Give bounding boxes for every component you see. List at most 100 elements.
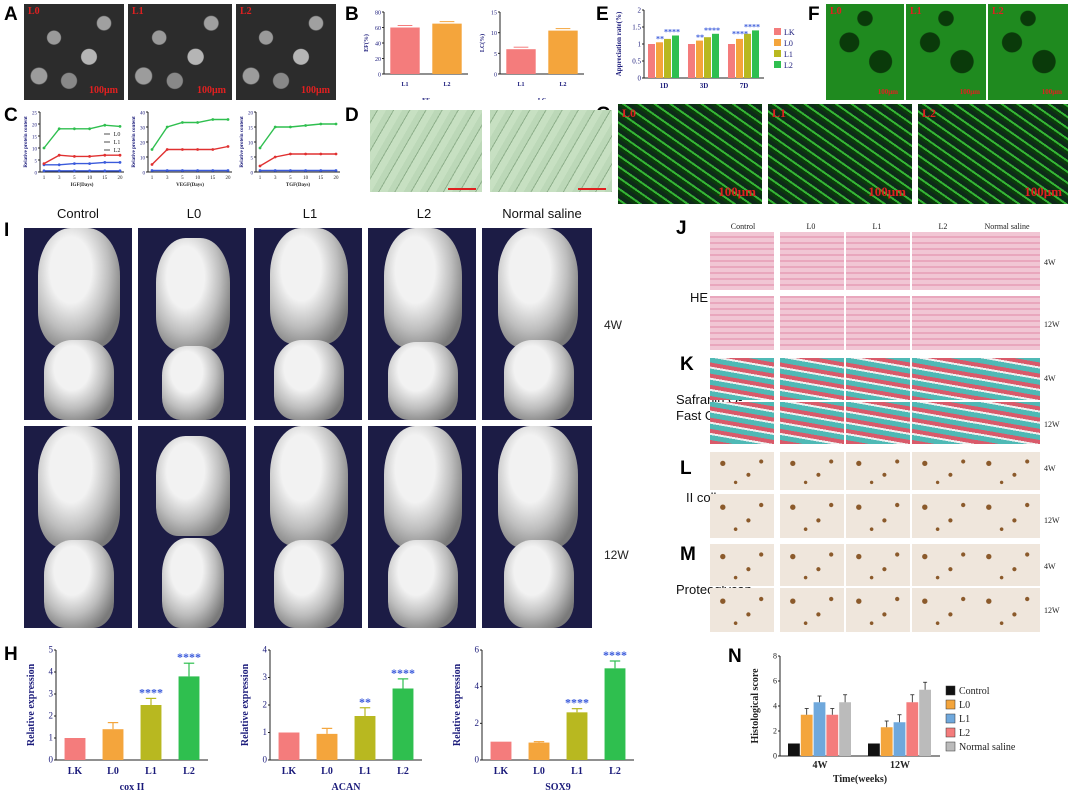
histology-tile xyxy=(976,452,1040,490)
legend-label: L1 xyxy=(784,50,793,59)
data-point xyxy=(150,169,154,172)
data-point xyxy=(103,153,107,157)
data-point xyxy=(304,124,307,127)
data-point xyxy=(319,169,323,172)
histology-tile xyxy=(846,544,910,586)
category-label: L2 xyxy=(609,766,621,777)
y-tick-label: 5 xyxy=(494,52,497,58)
category-label: L1 xyxy=(401,82,408,88)
he-row-4w: 4W xyxy=(1044,258,1056,267)
significance-mark: **** xyxy=(139,685,163,699)
data-point xyxy=(118,161,122,164)
panel-label-n: N xyxy=(728,646,742,667)
bar xyxy=(728,44,735,78)
data-point xyxy=(57,169,61,173)
y-tick-label: 0 xyxy=(263,755,268,765)
x-tick-label: 3 xyxy=(166,176,169,181)
bar xyxy=(64,738,86,760)
significance-mark: ** xyxy=(359,695,371,709)
scale-bar-label: 100μm xyxy=(1041,88,1062,96)
histo-col-control: Control xyxy=(730,222,756,231)
data-point xyxy=(273,155,277,159)
histology-tile xyxy=(976,296,1040,350)
row-label-12w: 12W xyxy=(604,548,629,562)
series-line xyxy=(151,118,228,150)
legend-label: L0 xyxy=(114,132,121,138)
panel-label-d: D xyxy=(345,105,359,126)
knee-render-control-4w xyxy=(24,228,132,420)
data-point xyxy=(88,162,91,165)
x-axis-label: IGF(Days) xyxy=(71,183,94,188)
significance-mark: **** xyxy=(391,666,415,680)
cell-fluor-l2: L2 100μm xyxy=(918,104,1068,204)
cell-fluor-l1: L1 100μm xyxy=(768,104,912,204)
legend-label: LK xyxy=(784,28,795,37)
col-row-12w: 12W xyxy=(1044,516,1060,525)
x-tick-label: 20 xyxy=(226,176,232,181)
legend-swatch xyxy=(774,61,781,68)
y-tick-label: 25 xyxy=(32,112,38,117)
y-tick-label: 15 xyxy=(491,11,497,17)
bar xyxy=(826,714,839,756)
series-line xyxy=(44,161,120,166)
legend-swatch xyxy=(945,713,956,724)
data-point xyxy=(57,163,61,167)
data-point xyxy=(273,169,277,172)
x-axis-label: LC xyxy=(538,98,546,100)
y-tick-label: 2 xyxy=(49,711,54,721)
image-tag: L2 xyxy=(240,6,252,17)
image-tag: L1 xyxy=(910,6,922,17)
y-axis-label: Relative protein content xyxy=(132,116,137,168)
col-header-control: Control xyxy=(57,206,99,221)
image-tag: L1 xyxy=(132,6,144,17)
data-point xyxy=(334,152,338,156)
bar xyxy=(744,33,751,78)
panel-label-m: M xyxy=(680,544,696,565)
bar xyxy=(712,33,719,78)
data-point xyxy=(73,127,76,131)
pg-row-12w: 12W xyxy=(1044,606,1060,615)
x-tick-label: 10 xyxy=(195,176,201,181)
histology-tile xyxy=(780,494,844,538)
panel-label-i: I xyxy=(4,220,10,241)
y-tick-label: 20 xyxy=(248,112,254,117)
y-tick-label: 5 xyxy=(49,645,54,655)
y-tick-label: 4 xyxy=(475,681,480,691)
legend-swatch xyxy=(945,685,956,696)
knee-render-saline-12w xyxy=(482,426,592,628)
panel-label-a: A xyxy=(4,4,18,25)
y-tick-label: 60 xyxy=(375,26,381,32)
bar xyxy=(140,705,162,760)
data-point xyxy=(57,127,61,131)
series-line xyxy=(43,124,121,149)
sem-image-l1: L1 100μm xyxy=(128,4,232,100)
histology-tile xyxy=(780,296,844,350)
histology-tile xyxy=(710,494,774,538)
legend-label: L1 xyxy=(959,714,970,725)
y-tick-label: 5 xyxy=(35,160,38,165)
bar xyxy=(390,27,420,74)
saf-row-12w: 12W xyxy=(1044,420,1060,429)
legend-swatch xyxy=(774,50,781,57)
significance-mark: **** xyxy=(177,650,201,664)
x-tick-label: 5 xyxy=(181,176,184,181)
histology-tile xyxy=(912,232,976,290)
y-tick-label: 80 xyxy=(375,11,381,17)
x-axis-label: SOX9 xyxy=(545,782,571,793)
legend-label: L1 xyxy=(114,140,121,146)
data-point xyxy=(181,148,184,151)
data-point xyxy=(211,148,215,151)
row-label-4w: 4W xyxy=(604,318,622,332)
category-label: L2 xyxy=(559,82,566,88)
data-point xyxy=(181,121,184,124)
y-tick-label: 0 xyxy=(35,172,38,177)
data-point xyxy=(103,123,107,127)
data-point xyxy=(118,153,122,157)
y-tick-label: 20 xyxy=(32,124,38,129)
sem-image-l2: L2 100μm xyxy=(236,4,336,100)
histology-tile xyxy=(912,358,976,400)
histology-tile xyxy=(912,452,976,490)
y-tick-label: 20 xyxy=(375,57,381,63)
histology-tile xyxy=(780,232,844,290)
